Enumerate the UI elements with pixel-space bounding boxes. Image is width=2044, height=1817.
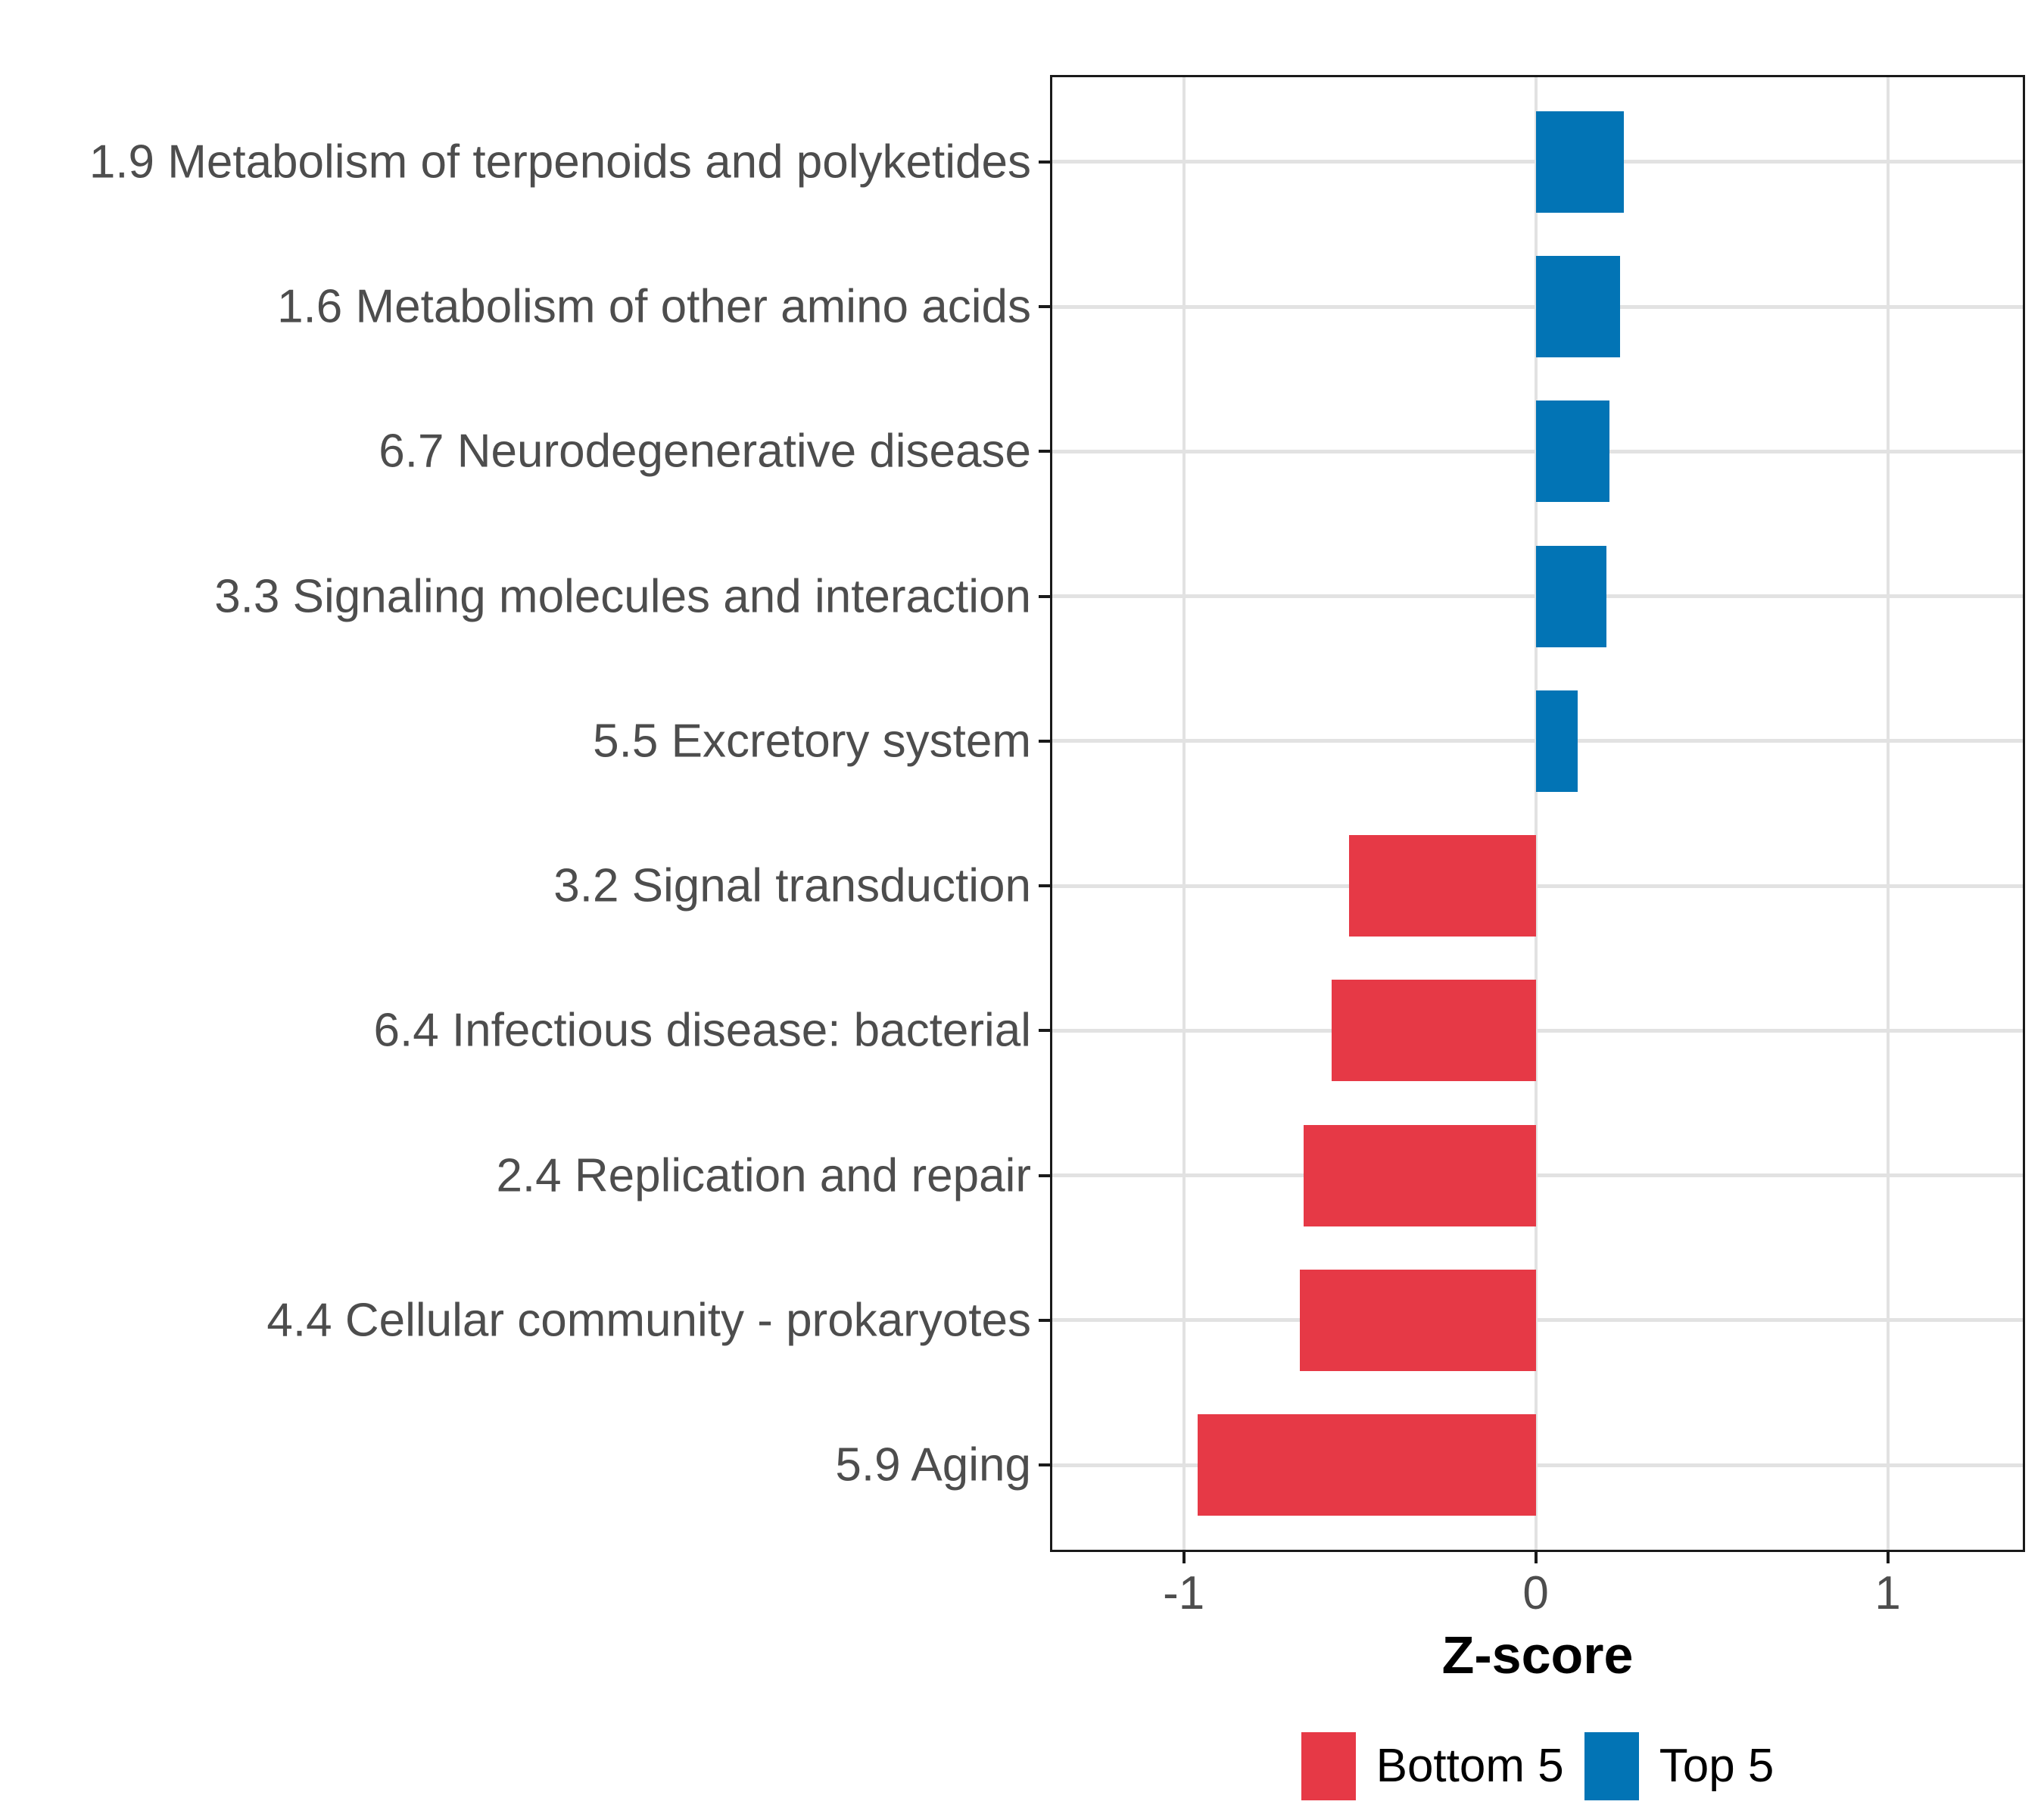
y-axis-tick — [1039, 884, 1050, 888]
y-axis-label: 6.7 Neurodegenerative disease — [379, 425, 1031, 478]
x-axis-title: Z-score — [1441, 1625, 1634, 1685]
grid-line-horizontal — [1050, 1173, 2025, 1178]
legend-swatch — [1584, 1731, 1639, 1800]
y-axis-tick — [1039, 450, 1050, 453]
y-axis-tick — [1039, 1463, 1050, 1467]
bar — [1535, 400, 1610, 503]
bar — [1535, 690, 1578, 792]
x-axis-tick — [1534, 1552, 1538, 1563]
y-axis-tick — [1039, 594, 1050, 598]
legend: Bottom 5 Top 5 — [1050, 1731, 2025, 1800]
legend-label: Bottom 5 — [1376, 1740, 1564, 1792]
grid-line-horizontal — [1050, 1028, 2025, 1033]
y-axis-tick — [1039, 1173, 1050, 1177]
grid-line-vertical — [1534, 75, 1538, 1552]
x-axis-tick-label: -1 — [1163, 1567, 1205, 1619]
y-axis-label: 3.2 Signal transduction — [553, 859, 1031, 912]
grid-line-horizontal — [1050, 1463, 2025, 1467]
grid-line-vertical — [1886, 75, 1890, 1552]
bar — [1331, 980, 1536, 1082]
y-axis-tick — [1039, 305, 1050, 309]
bar — [1198, 1414, 1536, 1516]
y-axis-label: 1.9 Metabolism of terpenoids and polyket… — [89, 136, 1031, 189]
bar — [1535, 545, 1606, 647]
x-axis-tick — [1886, 1552, 1890, 1563]
x-axis-tick-label: 1 — [1874, 1567, 1901, 1619]
legend-swatch — [1301, 1731, 1356, 1800]
grid-line-vertical — [1182, 75, 1186, 1552]
y-axis-tick — [1039, 1029, 1050, 1033]
grid-line-horizontal — [1050, 884, 2025, 888]
bar — [1535, 256, 1621, 358]
x-axis-tick — [1182, 1552, 1186, 1563]
grid-line-horizontal — [1050, 1318, 2025, 1323]
bar — [1303, 1124, 1536, 1226]
y-axis-label: 4.4 Cellular community - prokaryotes — [266, 1294, 1031, 1347]
bar — [1300, 1269, 1536, 1371]
y-axis-label: 6.4 Infectious disease: bacterial — [373, 1004, 1031, 1057]
y-axis-label: 5.5 Excretory system — [593, 715, 1031, 768]
legend-label: Top 5 — [1659, 1740, 1774, 1792]
x-axis-tick-label: 0 — [1522, 1567, 1549, 1619]
bar — [1535, 111, 1624, 213]
y-axis-label: 2.4 Replication and repair — [496, 1149, 1031, 1202]
bar — [1349, 835, 1536, 937]
y-axis-tick — [1039, 1318, 1050, 1322]
y-axis-label: 1.6 Metabolism of other amino acids — [277, 280, 1031, 333]
y-axis-label: 5.9 Aging — [835, 1438, 1031, 1491]
y-axis-tick — [1039, 160, 1050, 164]
y-axis-tick — [1039, 739, 1050, 743]
y-axis-label: 3.3 Signaling molecules and interaction — [214, 570, 1031, 623]
